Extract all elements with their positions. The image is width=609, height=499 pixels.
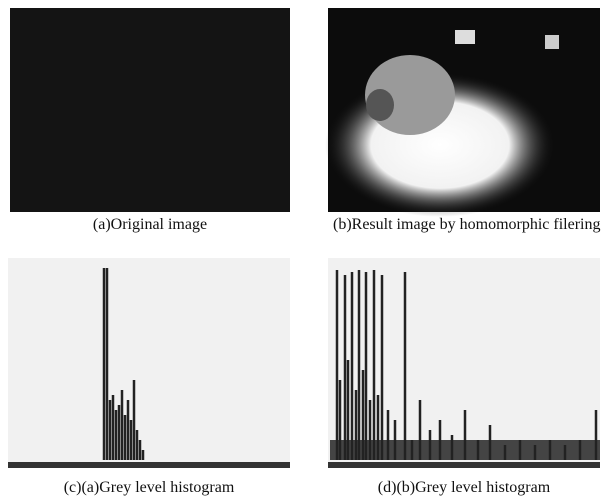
caption: (a)Original image [10, 213, 290, 236]
histogram-a [8, 258, 290, 468]
figure-page: (a)Original image (b)Result image by hom… [0, 0, 609, 499]
caption: (d)(b)Grey level histogram [328, 476, 600, 499]
figure-art [0, 0, 609, 499]
original-image [10, 8, 290, 212]
caption: (b)Result image by homomorphic filering [333, 213, 603, 236]
histogram-b [328, 258, 600, 468]
caption: (c)(a)Grey level histogram [8, 476, 290, 499]
filtered-image [325, 8, 600, 217]
